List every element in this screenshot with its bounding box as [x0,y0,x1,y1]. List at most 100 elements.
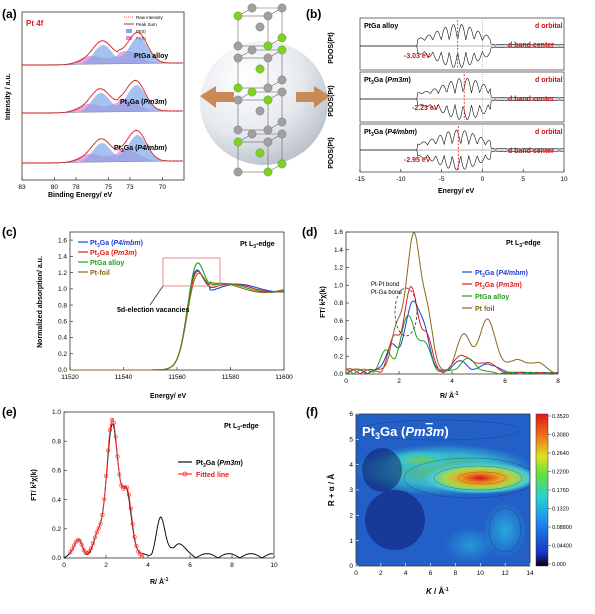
b-ylabel-3: PDOS(Pt) [328,137,335,169]
e-fit-marker [72,543,77,548]
d-xtick-label-2: 4 [450,378,454,385]
a-sum-0 [22,31,183,66]
panel-c-curves [70,262,285,371]
panel-label-c: (c) [2,225,17,239]
pt-atom-1-4 [247,45,257,55]
colorbar-label-5: 0.1320 [552,507,569,513]
c-ytick-label-4: 0.8 [58,302,67,309]
b-dorb-1: d orbital [535,23,563,30]
panel-a-xlabel: Binding Energy/ eV [48,192,113,199]
f-title: Pt3Ga (Pm3m) [362,424,449,441]
ga-atom-0-6 [277,33,287,43]
c-ytick-label-2: 0.4 [58,335,67,342]
e-fit-marker [90,541,95,546]
ga-atom-1-5 [277,45,287,55]
heatmap-dark-region [365,490,425,550]
a-xtick-label-3: 78 [72,184,80,191]
e-fit-marker [94,530,99,535]
e-fit-marker [136,549,141,554]
a-xtick-label-4: 80 [51,184,59,191]
d-title: Pt L3-edge [506,240,541,249]
e-fit-marker [109,417,114,422]
b-xtick-label-3: 0 [481,176,485,183]
f-ytick-label-3: 3 [349,487,353,494]
f-ytick-label-4: 4 [349,462,353,469]
e-xtick-label-0: 0 [62,562,66,569]
c-ytick-label-8: 1.6 [58,237,67,244]
d-xtick-label-4: 8 [556,378,560,385]
b-series-label-2: Pt3Ga (Pm3m) [364,77,411,86]
e-fit-marker [140,554,145,559]
d-ytick-label-1: 0.2 [334,353,343,360]
colorbar-label-1: 0.3080 [552,433,569,439]
panel-b-plots [359,17,565,173]
legend-raw: Raw intensity [136,15,164,20]
colorbar-label-4: 0.1760 [552,488,569,494]
d-series-2 [345,314,558,375]
pt-atom-1-1 [263,53,273,63]
b-xtick-label-4: 5 [521,176,525,183]
a-sum-2 [22,130,183,164]
c-annotation: 5d-election vacancies [117,307,189,314]
legend-swatch-pt2 [126,36,132,40]
a-sum-1 [22,79,183,114]
pt-atom-0-2 [233,41,243,51]
legend-swatch-pt0 [126,29,132,33]
contour-1 [403,457,530,499]
e-fit-marker [104,473,109,478]
e-fit-marker [87,549,92,554]
e-fit-marker [117,472,122,477]
ga-atom-1-2 [233,83,243,93]
f-xtick-label-5: 10 [477,570,485,577]
panel-a-x-ticks: 70 73 75 78 80 83 [18,177,166,191]
b-dbc-2: d band center [508,96,554,103]
c-xtick-label-3: 11580 [222,374,240,381]
a-series-label-2: Pt3Ga (Pm3m) [120,99,167,108]
pt-atom-0-1 [263,11,273,21]
b-ylabel-2: PDOS(Pt) [328,85,335,117]
f-xtick-label-2: 4 [404,570,408,577]
pt-atom-1-6 [277,75,287,85]
d-legend: Pt3Ga (P4/mbm) Pt3Ga (Pm3m) PtGa alloy P… [462,270,528,313]
colorbar-label-6: 0.08800 [552,525,572,531]
contour-2 [433,465,523,491]
ga-atom-3-6 [277,159,287,169]
pt-atom-3-4 [247,129,257,139]
b-dos-down-0 [360,45,564,68]
b-xtick-label-1: -10 [396,176,406,183]
colorbar-label-8: 0.000 [552,562,566,568]
panel-e-curves [63,417,274,559]
ga-atom-3-0 [233,137,243,147]
c-legend-3: PtGa alloy [90,260,124,267]
c-title: Pt L3-edge [240,241,275,250]
panel-f-ylabel: R + α / Å [327,474,336,506]
crystal-structure-icon [200,3,330,177]
heatmap-dark-region-2 [362,448,402,492]
e-fit-marker [96,526,101,531]
d-xtick-label-1: 2 [397,378,401,385]
panel-a-ylabel: Intensity / a.u. [5,73,12,120]
panel-f: (f) [306,405,572,596]
f-xtick-label-6: 12 [502,570,510,577]
d-bond-pt-ga: Pt-Ga bond [371,290,402,296]
a-series-label-1: PtGa alloy [134,53,168,60]
f-ytick-label-6: 6 [349,411,353,418]
d-ytick-label-7: 1.4 [334,247,343,254]
legend-pt0: Pt(0) [136,29,146,34]
b-xtick-label-5: 10 [560,176,568,183]
c-series-0 [70,269,284,371]
c-ytick-label-0: 0.0 [58,367,67,374]
b-xtick-label-0: -15 [355,176,365,183]
ga-atom-0-0 [233,11,243,21]
contour-4 [488,507,522,553]
e-legend: Pt3Ga (Pm3m) Fitted line [178,460,243,479]
d-xtick-label-3: 6 [503,378,507,385]
f-xtick-label-1: 2 [379,570,383,577]
c-xtick-label-0: 11520 [61,374,79,381]
a-fill-pt0-2 [22,135,184,163]
a-fill-pt0-0 [22,37,184,65]
f-ytick-label-1: 1 [349,538,353,545]
center-atom-3 [255,148,265,158]
e-fit-marker [68,550,73,555]
